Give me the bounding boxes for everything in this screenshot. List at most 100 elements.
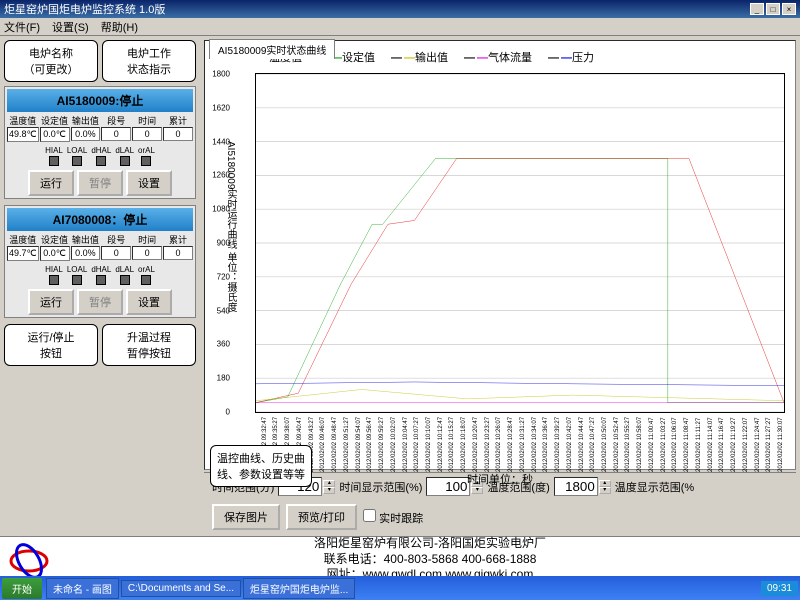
ytick-label: 720	[217, 272, 230, 281]
chart-container: AI5180009实时状态曲线 —温度值—设定值—输出值—气体流量—压力 AI5…	[204, 40, 796, 470]
alarm-indicator: LOAL	[67, 265, 87, 285]
xtick-label: 2012/02/02 09:56:47	[367, 414, 373, 472]
ytick-label: 0	[226, 408, 230, 417]
taskbar-button[interactable]: 未命名 - 画图	[46, 578, 119, 599]
xtick-label: 2012/02/02 10:42:07	[567, 414, 573, 472]
xtick-label: 2012/02/02 09:54:07	[356, 414, 362, 472]
ytick-label: 1620	[212, 103, 230, 112]
save-image-button[interactable]: 保存图片	[212, 504, 280, 530]
xtick-label: 2012/02/02 10:52:47	[614, 414, 620, 472]
xtick-label: 2012/02/02 10:50:07	[602, 414, 608, 472]
xtick-label: 2012/02/02 10:39:27	[555, 414, 561, 472]
system-tray[interactable]: 09:31	[761, 581, 798, 596]
legend-item: —压力	[548, 49, 594, 65]
xtick-label: 2012/02/02 09:46:07	[320, 414, 326, 472]
xtick-label: 2012/02/02 10:47:27	[590, 414, 596, 472]
callout-state: 电炉工作 状态指示	[102, 40, 196, 82]
xtick-label: 2012/02/02 10:12:47	[438, 414, 444, 472]
maximize-icon[interactable]: □	[766, 3, 780, 15]
col-value: 0	[101, 246, 131, 260]
col-value: 0.0%	[71, 246, 101, 260]
alarm-indicator: orAL	[138, 146, 155, 166]
close-icon[interactable]: ×	[782, 3, 796, 15]
taskbar-button[interactable]: 炬星窑炉国炬电炉监...	[243, 578, 355, 599]
pause-button[interactable]: 暂停	[77, 289, 123, 315]
xtick-label: 2012/02/02 09:59:27	[379, 414, 385, 472]
col-value: 0	[132, 246, 162, 260]
xtick-label: 2012/02/02 10:18:07	[461, 414, 467, 472]
xtick-label: 2012/02/02 10:02:07	[391, 414, 397, 472]
xtick-label: 2012/02/02 10:07:27	[414, 414, 420, 472]
preview-print-button[interactable]: 预览/打印	[286, 504, 357, 530]
xtick-label: 2012/02/02 10:36:47	[543, 414, 549, 472]
alarm-indicator: HIAL	[45, 265, 63, 285]
xtick-label: 2012/02/02 11:03:27	[661, 414, 667, 472]
legend-item: —输出值	[391, 49, 448, 65]
minimize-icon[interactable]: _	[750, 3, 764, 15]
ytick-label: 180	[217, 374, 230, 383]
callout-runstop: 运行/停止 按钮	[4, 324, 98, 366]
window-buttons: _ □ ×	[750, 3, 796, 15]
menu-help[interactable]: 帮助(H)	[101, 19, 138, 35]
col-label: 累计	[163, 233, 193, 246]
xtick-label: 2012/02/02 10:04:47	[403, 414, 409, 472]
xtick-label: 2012/02/02 10:55:27	[625, 414, 631, 472]
settings-button[interactable]: 设置	[126, 170, 172, 196]
xtick-label: 2012/02/02 11:27:27	[766, 414, 772, 472]
start-button[interactable]: 开始	[2, 578, 42, 599]
callout-curves: 温控曲线、历史曲 线、参数设置等等	[210, 445, 312, 487]
xtick-label: 2012/02/02 11:30:07	[778, 414, 784, 472]
footer-company: 洛阳炬星窑炉有限公司-洛阳国炬实验电炉厂	[64, 536, 796, 552]
menu-settings[interactable]: 设置(S)	[52, 19, 89, 35]
down-icon[interactable]: ▾	[323, 487, 335, 494]
col-value: 0.0℃	[40, 246, 70, 261]
settings-button[interactable]: 设置	[126, 289, 172, 315]
realtime-checkbox[interactable]: 实时跟踪	[363, 509, 423, 526]
chart-tab[interactable]: AI5180009实时状态曲线	[209, 39, 335, 59]
col-label: 输出值	[71, 233, 101, 246]
col-value: 0	[163, 246, 193, 260]
callout-pause: 升温过程 暂停按钮	[102, 324, 196, 366]
col-label: 时间	[132, 114, 162, 127]
xtick-label: 2012/02/02 10:34:07	[532, 414, 538, 472]
col-value: 49.8℃	[7, 127, 39, 142]
col-label: 时间	[132, 233, 162, 246]
col-label: 段号	[101, 114, 131, 127]
xtick-label: 2012/02/02 09:48:47	[332, 414, 338, 472]
run-button[interactable]: 运行	[28, 289, 74, 315]
taskbar-button[interactable]: C:\Documents and Se...	[121, 580, 241, 597]
col-value: 0	[101, 127, 131, 141]
xtick-label: 2012/02/02 11:22:07	[743, 414, 749, 472]
furnace-panel: AI5180009:停止温度值49.8℃设定值0.0℃输出值0.0%段号0时间0…	[4, 86, 196, 199]
col-label: 温度值	[7, 114, 39, 127]
col-value: 0	[163, 127, 193, 141]
xtick-label: 2012/02/02 11:14:07	[708, 414, 714, 472]
alarm-indicator: HIAL	[45, 146, 63, 166]
col-value: 49.7℃	[7, 246, 39, 261]
ytick-label: 900	[217, 239, 230, 248]
xtick-label: 2012/02/02 10:23:27	[485, 414, 491, 472]
taskbar: 开始 未命名 - 画图 C:\Documents and Se... 炬星窑炉国…	[0, 576, 800, 600]
xtick-label: 2012/02/02 11:16:47	[719, 414, 725, 472]
window-title: 炬星窑炉国炬电炉监控系统 1.0版	[4, 1, 165, 17]
menu-file[interactable]: 文件(F)	[4, 19, 40, 35]
run-button[interactable]: 运行	[28, 170, 74, 196]
pause-button[interactable]: 暂停	[77, 170, 123, 196]
alarm-indicator: dHAL	[91, 146, 111, 166]
alarm-indicator: dLAL	[115, 146, 134, 166]
ytick-label: 1440	[212, 137, 230, 146]
ytick-label: 1080	[212, 205, 230, 214]
alarm-indicator: orAL	[138, 265, 155, 285]
col-label: 输出值	[71, 114, 101, 127]
company-logo	[4, 541, 54, 579]
ytick-label: 540	[217, 306, 230, 315]
down-icon[interactable]: ▾	[471, 487, 483, 494]
xtick-label: 2012/02/02 10:44:47	[579, 414, 585, 472]
xtick-label: 2012/02/02 10:15:27	[449, 414, 455, 472]
down-icon[interactable]: ▾	[599, 487, 611, 494]
xtick-label: 2012/02/02 11:11:27	[696, 414, 702, 472]
xtick-label: 2012/02/02 10:31:27	[520, 414, 526, 472]
panel-title: AI5180009:停止	[7, 89, 193, 112]
xtick-label: 2012/02/02 10:10:07	[426, 414, 432, 472]
furnace-panel: AI7080008：停止温度值49.7℃设定值0.0℃输出值0.0%段号0时间0…	[4, 205, 196, 318]
